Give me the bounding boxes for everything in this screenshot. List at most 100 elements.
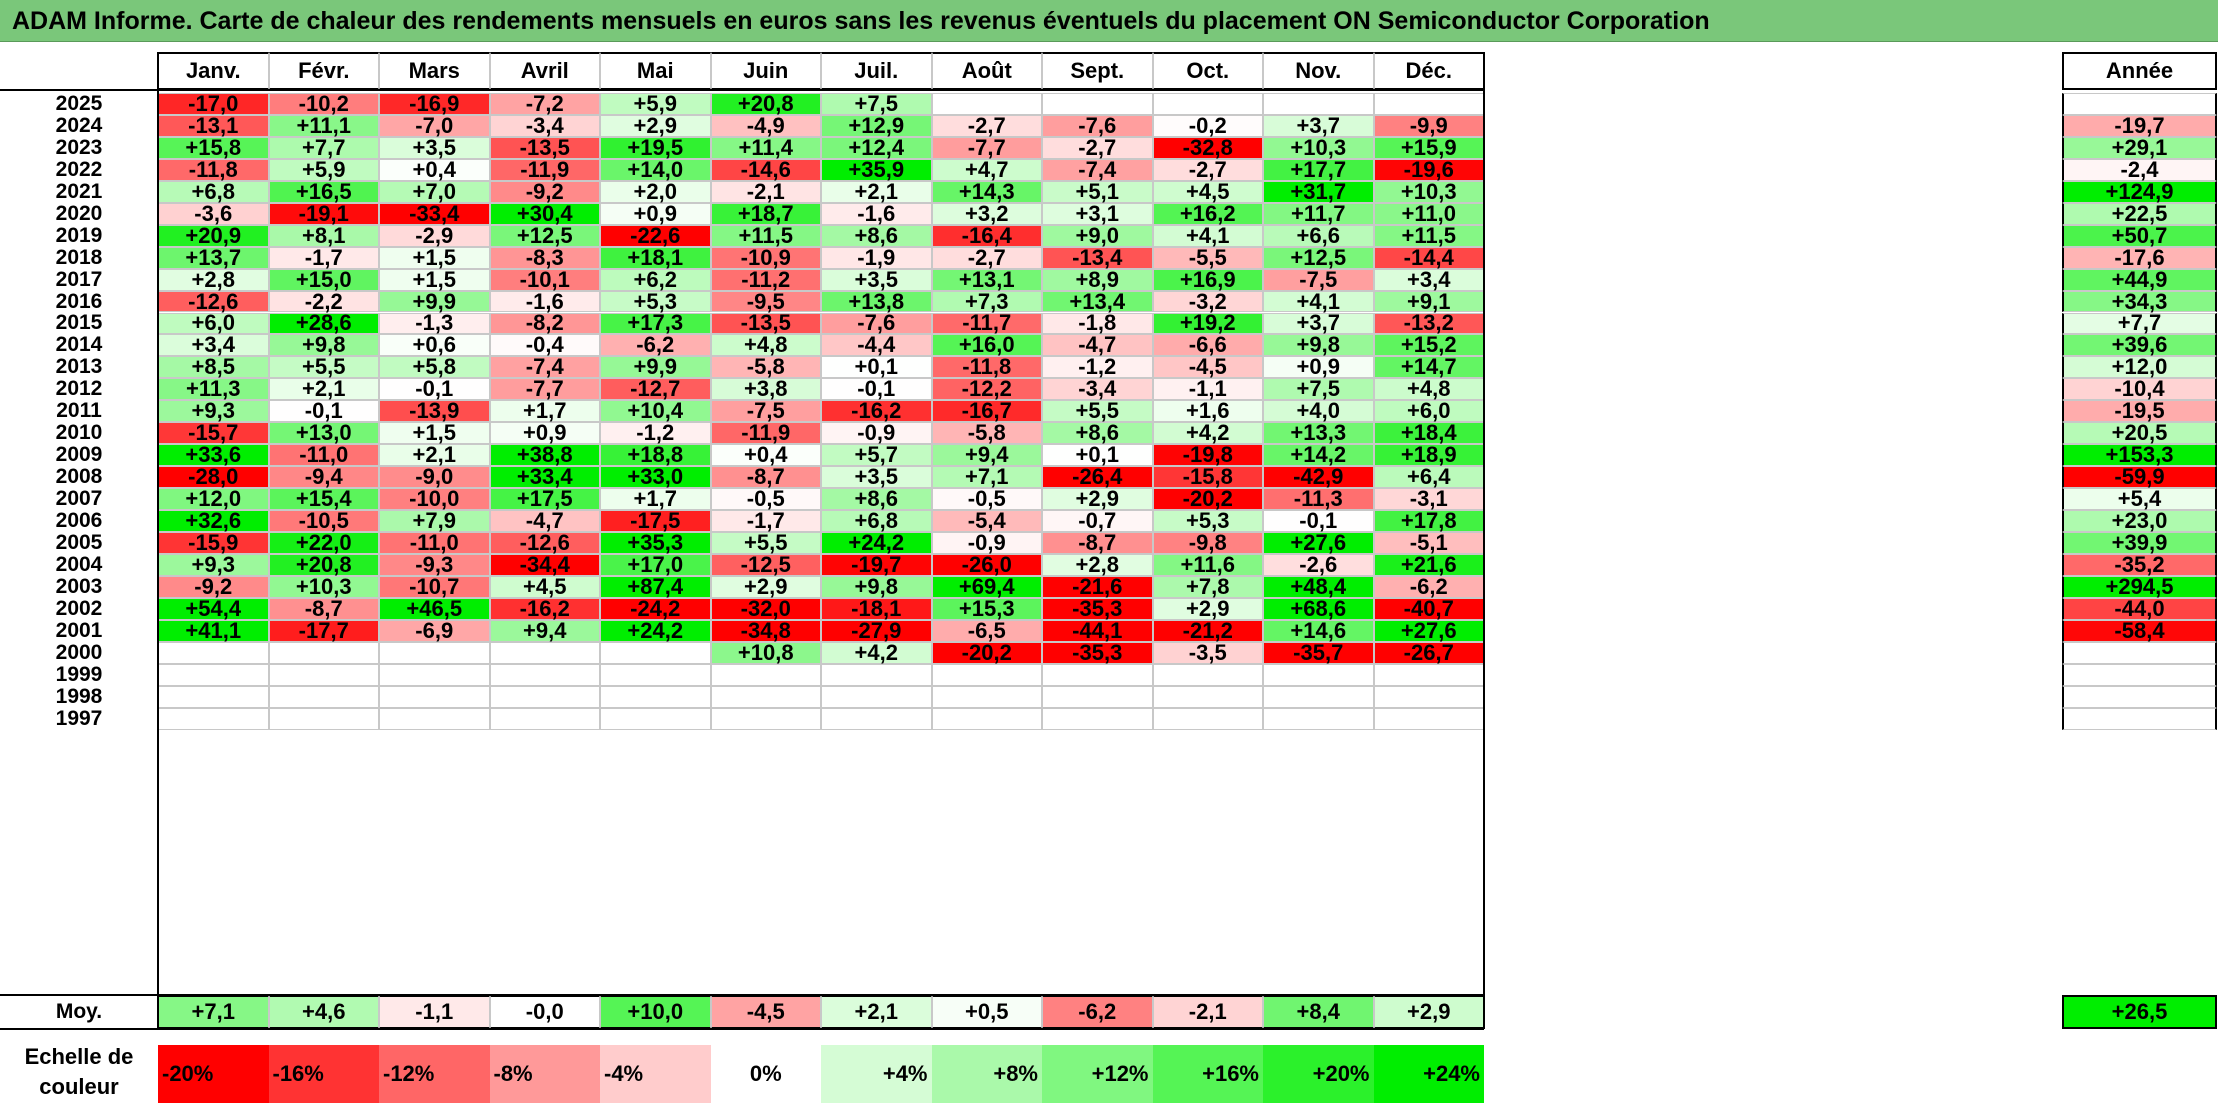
heatmap-cell: -35,7 bbox=[1263, 640, 1374, 665]
heatmap-cell: -34,4 bbox=[489, 552, 600, 577]
annual-cell: -58,4 bbox=[2062, 618, 2217, 643]
average-cell: -2,1 bbox=[1152, 995, 1263, 1029]
heatmap-cell: +24,2 bbox=[600, 618, 711, 643]
heatmap-cell: -1,2 bbox=[1042, 354, 1153, 379]
heatmap-cell: +69,4 bbox=[931, 574, 1042, 599]
row-year-label: 1999 bbox=[0, 663, 158, 686]
heatmap-cell: +27,6 bbox=[1373, 618, 1484, 643]
heatmap-cell bbox=[600, 641, 711, 664]
heatmap-cell bbox=[1263, 707, 1374, 730]
heatmap-cell: -16,2 bbox=[489, 596, 600, 621]
heatmap-cell: +7,1 bbox=[931, 464, 1042, 489]
heatmap-cell: +41,1 bbox=[158, 618, 269, 643]
average-cell: +0,5 bbox=[931, 995, 1042, 1029]
heatmap-cell: +2,9 bbox=[600, 113, 711, 138]
heatmap-cell: -6,9 bbox=[379, 618, 490, 643]
heatmap-cell: -35,3 bbox=[1042, 640, 1153, 665]
heatmap-cell: +6,2 bbox=[600, 267, 711, 292]
heatmap-cell: -24,2 bbox=[600, 596, 711, 621]
column-header: Mars bbox=[379, 52, 490, 90]
heatmap-cell: +1,7 bbox=[489, 398, 600, 423]
heatmap-cell: +9,8 bbox=[268, 332, 379, 357]
heatmap-cell: -0,7 bbox=[1042, 508, 1153, 533]
heatmap-cell: -7,0 bbox=[379, 113, 490, 138]
heatmap-cell: +12,4 bbox=[821, 135, 932, 160]
heatmap-cell bbox=[600, 663, 711, 686]
heatmap-cell: -3,1 bbox=[1373, 486, 1484, 511]
heatmap-cell: -1,6 bbox=[489, 289, 600, 314]
heatmap-cell: +13,7 bbox=[158, 245, 269, 270]
heatmap-cell: -16,9 bbox=[379, 91, 490, 116]
heatmap-cell: +20,8 bbox=[710, 91, 821, 116]
row-year-label: 2014 bbox=[0, 333, 158, 356]
heatmap-cell: -19,8 bbox=[1152, 442, 1263, 467]
heatmap-cell: +3,1 bbox=[1042, 201, 1153, 226]
heatmap-cell: +13,8 bbox=[821, 289, 932, 314]
average-row-label: Moy. bbox=[0, 995, 158, 1029]
heatmap-cell: +0,4 bbox=[710, 442, 821, 467]
heatmap-cell: +3,5 bbox=[821, 464, 932, 489]
heatmap-cell: +1,5 bbox=[379, 245, 490, 270]
heatmap-cell: +3,8 bbox=[710, 376, 821, 401]
heatmap-cell: -16,4 bbox=[931, 223, 1042, 248]
heatmap-cell: -11,0 bbox=[379, 530, 490, 555]
heatmap-cell: +28,6 bbox=[268, 310, 379, 335]
heatmap-cell: +2,9 bbox=[710, 574, 821, 599]
heatmap-cell: +9,4 bbox=[489, 618, 600, 643]
row-year-label: 2006 bbox=[0, 509, 158, 532]
heatmap-cell: +16,0 bbox=[931, 332, 1042, 357]
average-cell: -6,2 bbox=[1042, 995, 1153, 1029]
heatmap-cell: -8,7 bbox=[268, 596, 379, 621]
average-top-border bbox=[0, 994, 1484, 996]
heatmap-cell: +8,6 bbox=[1042, 420, 1153, 445]
average-cell: -0,0 bbox=[489, 995, 600, 1029]
heatmap-cell: -4,9 bbox=[710, 113, 821, 138]
column-header: Sept. bbox=[1042, 52, 1153, 90]
heatmap-cell: -0,9 bbox=[821, 420, 932, 445]
heatmap-cell: +3,2 bbox=[931, 201, 1042, 226]
heatmap-cell: -13,9 bbox=[379, 398, 490, 423]
heatmap-cell: +0,6 bbox=[379, 332, 490, 357]
heatmap-cell: +9,3 bbox=[158, 552, 269, 577]
annual-cell: +153,3 bbox=[2062, 442, 2217, 467]
heatmap-cell: +3,5 bbox=[379, 135, 490, 160]
grid-left-border bbox=[157, 52, 159, 1029]
heatmap-cell: +68,6 bbox=[1263, 596, 1374, 621]
heatmap-cell: -35,3 bbox=[1042, 596, 1153, 621]
heatmap-cell bbox=[600, 707, 711, 730]
heatmap-cell: +7,5 bbox=[1263, 376, 1374, 401]
heatmap-cell: -1,3 bbox=[379, 310, 490, 335]
heatmap-cell: +15,8 bbox=[158, 135, 269, 160]
row-year-label: 2025 bbox=[0, 92, 158, 115]
heatmap-cell bbox=[821, 707, 932, 730]
heatmap-cell: -11,3 bbox=[1263, 486, 1374, 511]
heatmap-cell: -6,5 bbox=[931, 618, 1042, 643]
heatmap-cell: -9,2 bbox=[158, 574, 269, 599]
heatmap-cell bbox=[1152, 663, 1263, 686]
heatmap-cell: +2,9 bbox=[1152, 596, 1263, 621]
color-scale-label: Echelle de couleur bbox=[0, 1042, 158, 1106]
color-scale-step: -4% bbox=[600, 1045, 711, 1103]
heatmap-cell: -7,4 bbox=[1042, 157, 1153, 182]
heatmap-cell: -2,1 bbox=[710, 179, 821, 204]
heatmap-cell: +9,9 bbox=[379, 289, 490, 314]
heatmap-cell: +11,1 bbox=[268, 113, 379, 138]
heatmap-cell: -19,6 bbox=[1373, 157, 1484, 182]
heatmap-cell: +8,5 bbox=[158, 354, 269, 379]
heatmap-cell bbox=[489, 685, 600, 708]
heatmap-cell: +5,1 bbox=[1042, 179, 1153, 204]
column-header: Nov. bbox=[1263, 52, 1374, 90]
heatmap-cell: -15,9 bbox=[158, 530, 269, 555]
heatmap-cell: -1,7 bbox=[268, 245, 379, 270]
heatmap-cell: +14,2 bbox=[1263, 442, 1374, 467]
heatmap-cell: +4,0 bbox=[1263, 398, 1374, 423]
average-cell: +7,1 bbox=[158, 995, 269, 1029]
heatmap-cell: +17,8 bbox=[1373, 508, 1484, 533]
heatmap-cell: -34,8 bbox=[710, 618, 821, 643]
heatmap-cell: +13,4 bbox=[1042, 289, 1153, 314]
heatmap-cell: +10,8 bbox=[710, 640, 821, 665]
heatmap-cell bbox=[1042, 93, 1153, 115]
annual-cell: +34,3 bbox=[2062, 289, 2217, 314]
heatmap-cell: +10,3 bbox=[268, 574, 379, 599]
heatmap-cell bbox=[379, 685, 490, 708]
